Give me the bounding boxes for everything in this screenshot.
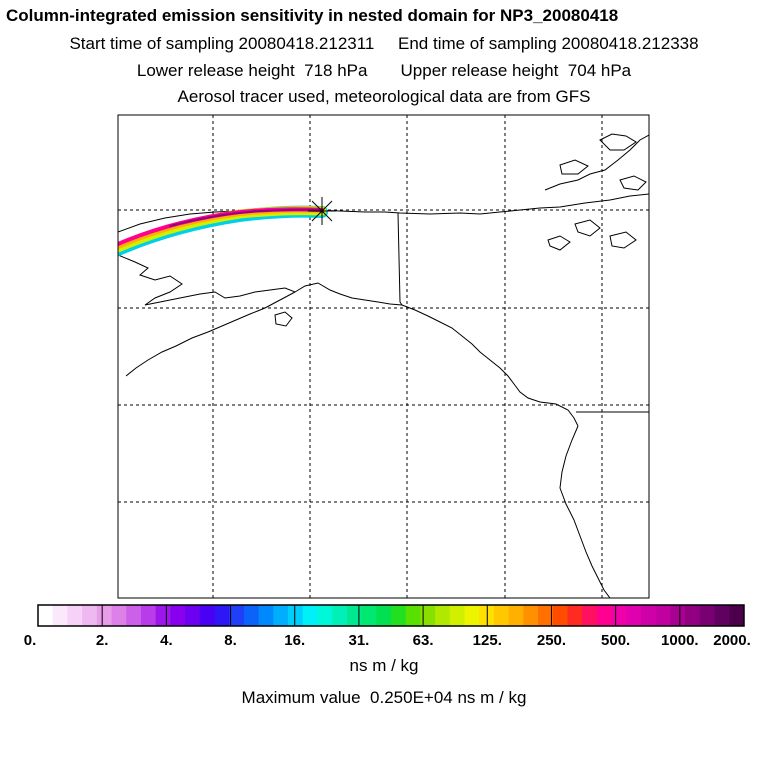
colorbar-cell — [243, 605, 260, 626]
arctic-island-3 — [619, 175, 647, 191]
tracer-info: Aerosol tracer used, meteorological data… — [177, 87, 591, 106]
alaska-peninsula — [125, 291, 296, 377]
arctic-island-5 — [547, 235, 571, 251]
colorbar-cell — [346, 605, 363, 626]
west-coast-alaska — [118, 254, 403, 306]
colorbar-tick-label: 500. — [601, 632, 631, 649]
colorbar-cell — [405, 605, 421, 626]
arctic-island-2 — [559, 159, 589, 175]
graticule — [118, 115, 649, 598]
release-heights: Lower release height 718 hPa Upper relea… — [136, 61, 632, 80]
colorbar-cell — [126, 605, 142, 626]
colorbar-cell — [420, 605, 436, 626]
map-content — [118, 115, 649, 598]
colorbar-cell — [699, 605, 716, 626]
colorbar-cell — [155, 605, 171, 626]
maximum-value: Maximum value 0.250E+04 ns m / kg — [241, 688, 527, 707]
canadian-arctic-islands — [544, 134, 649, 191]
southeast-alaska-coast — [401, 304, 579, 427]
colorbar-tick-label: 4. — [160, 632, 173, 649]
colorbar-cell — [391, 605, 407, 626]
colorbar-cell — [685, 605, 701, 626]
colorbar-cell — [111, 605, 127, 626]
colorbar-cell — [361, 605, 377, 626]
colorbar-cell — [140, 605, 157, 626]
colorbar-cell — [729, 605, 745, 626]
colorbar-tick-label: 2. — [95, 632, 109, 649]
colorbar-cell — [332, 605, 348, 626]
colorbar-cell — [567, 605, 583, 626]
colorbar-cell — [508, 605, 524, 626]
colorbar-tick-label: 1000. — [661, 632, 699, 649]
alaska-canada-border — [397, 212, 403, 306]
colorbar-cell — [229, 605, 245, 626]
colorbar-cell — [655, 605, 671, 626]
arctic-island-1 — [599, 133, 637, 151]
colorbar-cell — [376, 605, 392, 626]
colorbar-cell — [199, 605, 215, 626]
colorbar-cell — [317, 605, 333, 626]
arctic-island-6 — [609, 231, 637, 249]
colorbar-tick-label: 16. — [284, 632, 306, 649]
pacific-northwest-coast — [559, 425, 611, 598]
colorbar-cell — [52, 605, 68, 626]
colorbar-cell — [538, 605, 554, 626]
colorbar-cell — [582, 605, 598, 626]
colorbar-cell — [626, 605, 642, 626]
arctic-coast-alaska — [118, 193, 649, 233]
coastlines — [118, 133, 649, 598]
colorbar-cell — [170, 605, 186, 626]
colorbar-cell — [214, 605, 230, 626]
map-title: Column-integrated emission sensitivity i… — [6, 6, 619, 25]
colorbar-frame — [37, 604, 745, 627]
colorbar-tick-label: 125. — [472, 632, 502, 649]
colorbar-cell — [464, 605, 480, 626]
colorbar-cell — [641, 605, 657, 626]
map-frame — [117, 114, 650, 599]
colorbar-cell — [96, 605, 113, 626]
colorbar-cell — [38, 605, 54, 626]
borders — [397, 212, 649, 413]
colorbar-cell — [596, 605, 613, 626]
colorbar-cell — [185, 605, 201, 626]
colorbar — [37, 604, 745, 627]
colorbar-cell — [523, 605, 539, 626]
colorbar-cell — [273, 605, 289, 626]
colorbar-cell — [435, 605, 451, 626]
colorbar-cell — [67, 605, 83, 626]
colorbar-cell — [611, 605, 627, 626]
colorbar-tick-label: 31. — [348, 632, 370, 649]
colorbar-cell — [302, 605, 318, 626]
colorbar-tick-label: 0. — [23, 632, 37, 649]
arctic-island-4 — [574, 219, 601, 237]
sensitivity-plume — [118, 205, 328, 256]
sampling-times: Start time of sampling 20080418.212311 E… — [69, 34, 699, 53]
colorbar-tick-label: 2000. — [713, 632, 751, 649]
colorbar-cell — [714, 605, 730, 626]
colorbar-cell — [670, 605, 686, 626]
colorbar-unit: ns m / kg — [349, 656, 419, 675]
colorbar-cell — [493, 605, 510, 626]
colorbar-cells — [38, 605, 745, 626]
colorbar-tick-label: 63. — [412, 632, 434, 649]
colorbar-cell — [449, 605, 466, 626]
colorbar-tick-label: 250. — [536, 632, 567, 649]
colorbar-cell — [258, 605, 274, 626]
colorbar-tick-label: 8. — [224, 632, 237, 649]
colorbar-cell — [552, 605, 568, 626]
colorbar-cell — [82, 605, 98, 626]
colorbar-dividers — [101, 605, 681, 626]
release-location-marker — [308, 197, 336, 225]
kodiak-island — [274, 311, 293, 327]
colorbar-cell — [288, 605, 304, 626]
